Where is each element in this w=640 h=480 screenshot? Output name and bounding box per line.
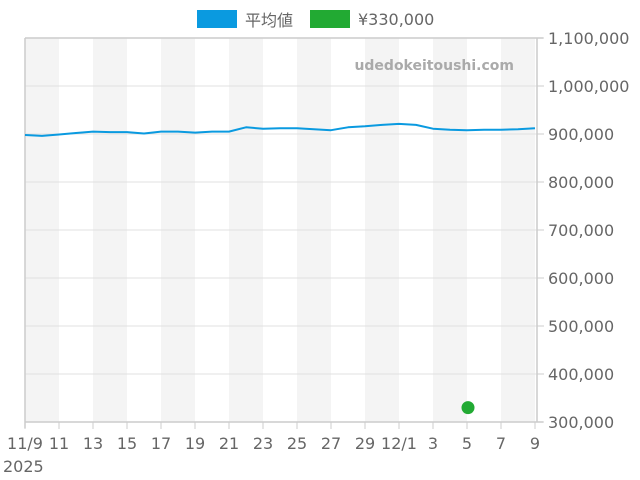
y-tick-label: 600,000 [548, 269, 614, 288]
x-tick-label: 13 [83, 434, 103, 453]
x-tick-label: 5 [462, 434, 472, 453]
legend-item-price[interactable]: ¥330,000 [310, 8, 434, 30]
watermark: udedokeitoushi.com [354, 58, 514, 74]
y-tick-label: 700,000 [548, 221, 614, 240]
y-tick-label: 300,000 [548, 413, 614, 432]
legend-swatch-price [310, 10, 350, 28]
y-tick-label: 1,100,000 [548, 29, 629, 48]
average-price-line [24, 122, 536, 137]
x-tick-label: 11 [49, 434, 69, 453]
legend-item-average[interactable]: 平均値 [197, 8, 293, 30]
x-tick-label: 9 [530, 434, 540, 453]
y-tick-label: 400,000 [548, 365, 614, 384]
x-tick-label: 23 [253, 434, 273, 453]
x-tick-label: 7 [496, 434, 506, 453]
x-year-label: 2025 [3, 457, 44, 476]
x-tick-label: 21 [219, 434, 239, 453]
legend-label-average: 平均値 [245, 11, 294, 30]
x-tick-label: 12/1 [381, 434, 417, 453]
x-tick-label: 17 [151, 434, 171, 453]
price-points [461, 401, 475, 415]
x-tick-label: 25 [287, 434, 307, 453]
y-tick-label: 900,000 [548, 125, 614, 144]
legend-swatch-average [197, 10, 237, 28]
y-axis: 1,100,000 1,000,000 900,000 800,000 700,000 6… [537, 29, 629, 432]
legend-label-price: ¥330,000 [358, 9, 435, 29]
y-tick-label: 1,000,000 [548, 77, 629, 96]
x-tick-label: 19 [185, 434, 205, 453]
x-tick-label: 15 [117, 434, 137, 453]
x-axis: 11/9 11 13 15 17 19 21 23 25 27 29 12/1 3 5 7 9 2025 [3, 422, 540, 476]
x-tick-label: 11/9 [7, 434, 43, 453]
chart-legend: 平均値 ¥330,000 [0, 8, 640, 30]
x-tick-label: 27 [321, 434, 341, 453]
x-tick-label: 3 [428, 434, 438, 453]
price-point[interactable] [461, 401, 475, 415]
y-tick-label: 800,000 [548, 173, 614, 192]
x-tick-label: 29 [355, 434, 375, 453]
y-tick-label: 500,000 [548, 317, 614, 336]
